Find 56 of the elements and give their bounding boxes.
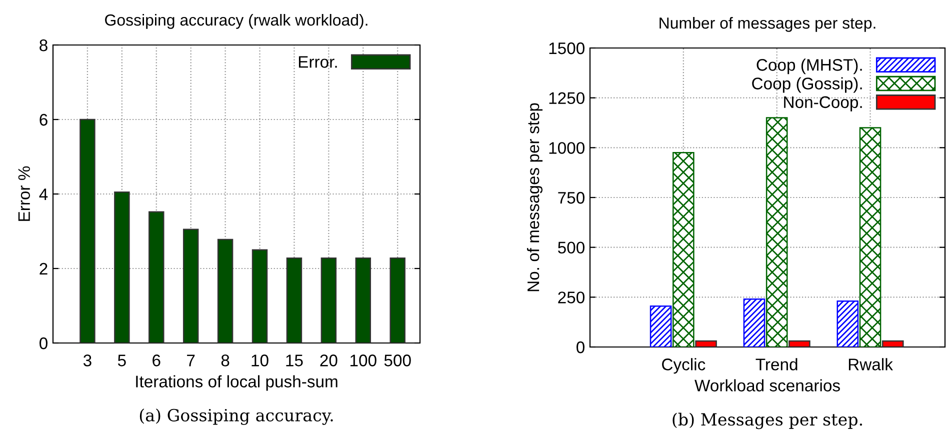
legend-label: Coop (Gossip).	[752, 77, 862, 93]
bar	[650, 306, 672, 347]
y-tick-label: 1500	[549, 42, 584, 54]
x-tick-label: 500	[384, 354, 411, 366]
bar	[148, 211, 164, 343]
y-tick-label: 1000	[549, 142, 584, 154]
y-axis-title: No. of messages per step	[526, 103, 543, 292]
x-tick-label: 3	[83, 354, 92, 366]
text: (a) Gossiping accuracy.	[140, 408, 333, 425]
bar	[836, 300, 859, 347]
x-tick-label: Trend	[756, 358, 798, 370]
x-tick-label: 8	[221, 354, 230, 366]
bar	[882, 340, 904, 347]
legend-label: Error.	[298, 56, 337, 68]
y-tick-label: 500	[558, 242, 584, 254]
y-tick-label: 0	[576, 341, 584, 354]
y-tick-label: 0	[40, 337, 48, 350]
bar	[672, 152, 694, 347]
bar	[743, 298, 766, 347]
bar	[788, 340, 810, 347]
bar	[320, 257, 337, 343]
x-tick-label: 20	[320, 354, 338, 366]
x-tick-label: Rwalk	[848, 358, 893, 370]
x-tick-label: 7	[187, 354, 195, 366]
bar	[182, 228, 199, 343]
y-tick-label: 1250	[549, 92, 584, 104]
y-tick-label: 8	[40, 39, 48, 52]
y-tick-label: 2	[40, 262, 48, 275]
x-axis-title: Iterations of local push-sum	[136, 375, 338, 391]
legend-label: Coop (MHST).	[756, 58, 862, 74]
legend-label: Non-Coop.	[784, 96, 862, 112]
bar	[80, 118, 96, 343]
chart-title: Number of messages per step.	[660, 16, 876, 32]
bar	[766, 117, 788, 347]
text: (b) Messages per step.	[672, 412, 862, 430]
chart-title: Gossiping accuracy (rwalk workload).	[105, 14, 368, 29]
x-tick-label: 100	[350, 354, 376, 366]
bar	[286, 257, 302, 343]
x-tick-label: 5	[118, 354, 126, 366]
bar	[859, 127, 882, 347]
y-axis-title: Error %	[18, 166, 30, 221]
bar	[390, 257, 406, 343]
x-tick-label: Cyclic	[662, 358, 706, 374]
x-axis-title: Workload scenarios	[694, 379, 840, 392]
y-tick-label: 250	[558, 292, 584, 304]
bar	[695, 340, 717, 347]
x-tick-label: 10	[252, 354, 268, 366]
y-tick-label: 750	[558, 192, 584, 204]
x-tick-label: 15	[286, 354, 303, 366]
x-tick-label: 6	[152, 354, 160, 366]
bar	[252, 249, 268, 343]
y-tick-label: 6	[40, 114, 48, 126]
bar	[217, 238, 234, 343]
bar	[114, 192, 130, 343]
bar	[355, 257, 371, 343]
y-tick-label: 4	[39, 188, 48, 200]
